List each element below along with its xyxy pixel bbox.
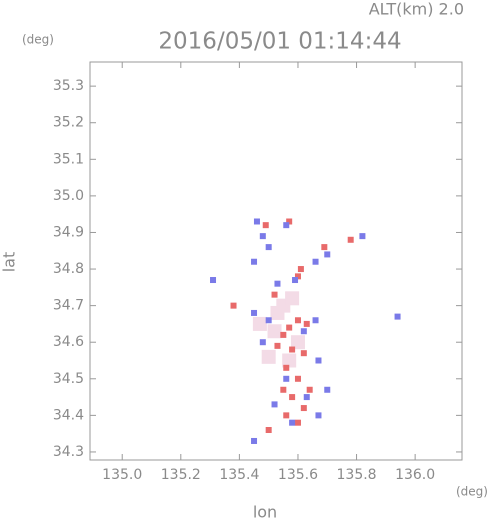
radar-cell — [265, 244, 272, 251]
chart-title: 2016/05/01 01:14:44 — [158, 29, 401, 55]
radar-cell — [251, 309, 258, 316]
y-tick-label: 35.3 — [53, 78, 84, 94]
radar-cell — [303, 320, 310, 327]
radar-cell — [297, 266, 304, 273]
y-tick-label: 34.3 — [53, 444, 84, 460]
radar-cell — [283, 222, 290, 229]
radar-cell — [271, 401, 278, 408]
plot-frame — [89, 61, 463, 461]
radar-cell — [312, 317, 319, 324]
radar-cell — [286, 324, 293, 331]
y-tick-label: 34.7 — [53, 298, 84, 314]
radar-cell — [285, 291, 300, 306]
x-tick-label: 136.0 — [395, 467, 435, 483]
radar-cell — [282, 353, 297, 368]
radar-cell — [283, 412, 290, 419]
radar-cell — [300, 350, 307, 357]
radar-cell — [324, 251, 331, 258]
y-tick-label: 34.6 — [53, 334, 84, 350]
radar-cell — [290, 335, 305, 350]
radar-cell — [347, 236, 354, 243]
y-tick-label: 34.4 — [53, 407, 84, 423]
radar-cell — [274, 342, 281, 349]
y-tick-label: 34.9 — [53, 224, 84, 240]
radar-cell — [306, 386, 313, 393]
radar-cell — [252, 316, 267, 331]
radar-cell — [286, 218, 293, 225]
radar-cell — [394, 313, 401, 320]
y-tick-label: 35.1 — [53, 151, 84, 167]
x-tick-label: 135.8 — [337, 467, 377, 483]
radar-cell — [283, 364, 290, 371]
radar-cell — [294, 419, 301, 426]
radar-cell — [315, 412, 322, 419]
radar-cell — [283, 375, 290, 382]
radar-cell — [271, 291, 278, 298]
radar-cell — [259, 339, 266, 346]
radar-cell — [315, 357, 322, 364]
y-tick-label: 35.0 — [53, 188, 84, 204]
radar-cell — [280, 386, 287, 393]
radar-cell — [210, 277, 217, 284]
radar-cell — [312, 258, 319, 265]
x-tick-label: 135.4 — [219, 467, 259, 483]
y-unit: (deg) — [22, 33, 54, 47]
radar-cell — [262, 222, 269, 229]
x-unit: (deg) — [456, 485, 488, 499]
radar-cell — [253, 218, 260, 225]
x-tick-label: 135.2 — [161, 467, 201, 483]
radar-cell — [251, 258, 258, 265]
y-tick-label: 34.8 — [53, 261, 84, 277]
y-tick-label: 35.2 — [53, 115, 84, 131]
radar-cell — [294, 317, 301, 324]
radar-cell — [294, 375, 301, 382]
radar-cell — [300, 405, 307, 412]
radar-cell — [289, 346, 296, 353]
radar-cell — [292, 277, 299, 284]
x-tick-label: 135.6 — [278, 467, 318, 483]
radar-cell — [289, 394, 296, 401]
radar-cell — [251, 437, 258, 444]
radar-cell — [303, 394, 310, 401]
y-axis-title: lat — [0, 252, 19, 273]
radar-cell — [289, 419, 296, 426]
radar-cell — [300, 328, 307, 335]
radar-cell — [359, 233, 366, 240]
radar-cell — [265, 317, 272, 324]
radar-cell — [267, 324, 282, 339]
radar-cell — [280, 331, 287, 338]
y-tick-label: 34.5 — [53, 371, 84, 387]
radar-cell — [274, 280, 281, 287]
radar-cell — [321, 244, 328, 251]
radar-cell — [324, 386, 331, 393]
radar-cell — [230, 302, 237, 309]
radar-cell — [270, 305, 285, 320]
radar-cell — [259, 233, 266, 240]
radar-cell — [265, 427, 272, 434]
x-axis-title: lon — [253, 503, 277, 521]
radar-cell — [261, 349, 276, 364]
radar-cell — [294, 273, 301, 280]
x-tick-label: 135.0 — [102, 467, 142, 483]
altitude-label: ALT(km) 2.0 — [369, 0, 464, 19]
